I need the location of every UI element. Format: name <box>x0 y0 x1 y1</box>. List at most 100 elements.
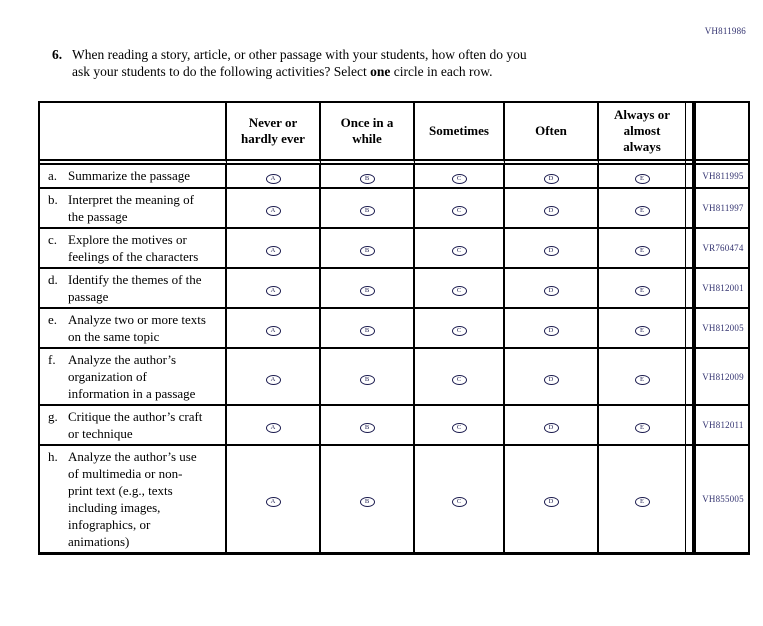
row-label-text: Summarize the passage <box>68 168 191 183</box>
option-bubble-a[interactable]: A <box>265 374 281 385</box>
option-bubble-a[interactable]: A <box>265 423 281 434</box>
row-code: VH812009 <box>685 349 748 406</box>
question-line-2-post: circle in each row. <box>390 64 493 79</box>
option-cell: C <box>415 446 505 552</box>
option-cell: D <box>505 349 599 406</box>
option-cell: E <box>599 189 685 229</box>
option-bubble-a[interactable]: A <box>265 497 281 508</box>
option-bubble-b[interactable]: B <box>359 374 375 385</box>
option-bubble-c[interactable]: C <box>451 246 467 257</box>
question-block: 6. When reading a story, article, or oth… <box>38 46 746 80</box>
option-bubble-c[interactable]: C <box>451 206 467 217</box>
option-cell: E <box>599 309 685 349</box>
option-cell: C <box>415 165 505 189</box>
option-bubble-b[interactable]: B <box>359 497 375 508</box>
table-row: g. Critique the author’s craft or techniq… <box>40 406 748 446</box>
option-bubble-c[interactable]: C <box>451 286 467 297</box>
table-row: b. Interpret the meaning of the passage A B… <box>40 189 748 229</box>
option-cell: B <box>321 229 415 269</box>
option-cell: A <box>227 309 321 349</box>
option-bubble-b[interactable]: B <box>359 246 375 257</box>
option-bubble-d[interactable]: D <box>543 497 559 508</box>
column-header-label: Once in a while <box>340 115 394 146</box>
row-label: b. Interpret the meaning of the passage <box>40 189 227 229</box>
option-bubble-c[interactable]: C <box>451 326 467 337</box>
option-bubble-b[interactable]: B <box>359 206 375 217</box>
option-bubble-b[interactable]: B <box>359 326 375 337</box>
option-cell: D <box>505 229 599 269</box>
option-cell: B <box>321 165 415 189</box>
option-bubble-e[interactable]: E <box>634 497 650 508</box>
question-number: 6. <box>52 47 63 62</box>
option-cell: E <box>599 349 685 406</box>
option-bubble-c[interactable]: C <box>451 423 467 434</box>
option-cell: A <box>227 446 321 552</box>
option-bubble-e[interactable]: E <box>634 326 650 337</box>
option-bubble-e[interactable]: E <box>634 246 650 257</box>
option-cell: D <box>505 309 599 349</box>
question-line-2-pre: ask your students to do the following ac… <box>72 64 371 79</box>
option-bubble-a[interactable]: A <box>265 286 281 297</box>
row-letter: c. <box>48 232 58 247</box>
option-cell: C <box>415 309 505 349</box>
option-bubble-b[interactable]: B <box>359 423 375 434</box>
row-label-text: Critique the author’s craft or technique <box>68 409 203 441</box>
option-cell: C <box>415 406 505 446</box>
row-code: VR760474 <box>685 229 748 269</box>
row-code: VH855005 <box>685 446 748 552</box>
column-header-once-in-a-while: Once in a while <box>321 103 415 165</box>
option-cell: B <box>321 269 415 309</box>
row-label-text: Analyze two or more texts on the same to… <box>68 312 206 344</box>
option-cell: B <box>321 189 415 229</box>
corner-cell <box>40 103 227 165</box>
option-bubble-d[interactable]: D <box>543 326 559 337</box>
option-bubble-d[interactable]: D <box>543 246 559 257</box>
option-bubble-b[interactable]: B <box>359 174 375 185</box>
option-cell: C <box>415 269 505 309</box>
row-letter: d. <box>48 272 58 287</box>
option-bubble-c[interactable]: C <box>451 497 467 508</box>
option-bubble-c[interactable]: C <box>451 374 467 385</box>
header-row: Never or hardly ever Once in a while Som… <box>40 103 748 165</box>
column-header-never-or-hardly-ever: Never or hardly ever <box>227 103 321 165</box>
row-label-text: Identify the themes of the passage <box>68 272 202 304</box>
option-cell: A <box>227 229 321 269</box>
option-bubble-d[interactable]: D <box>543 206 559 217</box>
row-code: VH812005 <box>685 309 748 349</box>
row-code: VH811997 <box>685 189 748 229</box>
option-bubble-e[interactable]: E <box>634 374 650 385</box>
option-bubble-b[interactable]: B <box>359 286 375 297</box>
row-code: VH812011 <box>685 406 748 446</box>
option-bubble-d[interactable]: D <box>543 374 559 385</box>
option-bubble-e[interactable]: E <box>634 423 650 434</box>
table-row: c. Explore the motives or feelings of the… <box>40 229 748 269</box>
table-row: e. Analyze two or more texts on the same … <box>40 309 748 349</box>
option-cell: E <box>599 406 685 446</box>
option-bubble-e[interactable]: E <box>634 286 650 297</box>
option-bubble-a[interactable]: A <box>265 174 281 185</box>
option-bubble-a[interactable]: A <box>265 246 281 257</box>
option-cell: D <box>505 406 599 446</box>
option-bubble-e[interactable]: E <box>634 206 650 217</box>
option-cell: B <box>321 309 415 349</box>
row-label: h. Analyze the author’s use of multimedia… <box>40 446 227 552</box>
option-bubble-d[interactable]: D <box>543 286 559 297</box>
option-cell: B <box>321 446 415 552</box>
option-bubble-d[interactable]: D <box>543 174 559 185</box>
option-bubble-e[interactable]: E <box>634 174 650 185</box>
option-bubble-c[interactable]: C <box>451 174 467 185</box>
activities-frequency-table: Never or hardly ever Once in a while Som… <box>38 101 750 555</box>
row-letter: g. <box>48 409 58 424</box>
row-label: e. Analyze two or more texts on the same … <box>40 309 227 349</box>
option-bubble-a[interactable]: A <box>265 206 281 217</box>
column-header-often: Often <box>505 103 599 165</box>
row-label-text: Explore the motives or feelings of the c… <box>68 232 199 264</box>
column-header-label: Often <box>535 123 567 138</box>
option-bubble-a[interactable]: A <box>265 326 281 337</box>
code-column-header <box>685 103 748 165</box>
option-cell: A <box>227 349 321 406</box>
option-bubble-d[interactable]: D <box>543 423 559 434</box>
option-cell: E <box>599 165 685 189</box>
option-cell: E <box>599 269 685 309</box>
row-letter: b. <box>48 192 58 207</box>
